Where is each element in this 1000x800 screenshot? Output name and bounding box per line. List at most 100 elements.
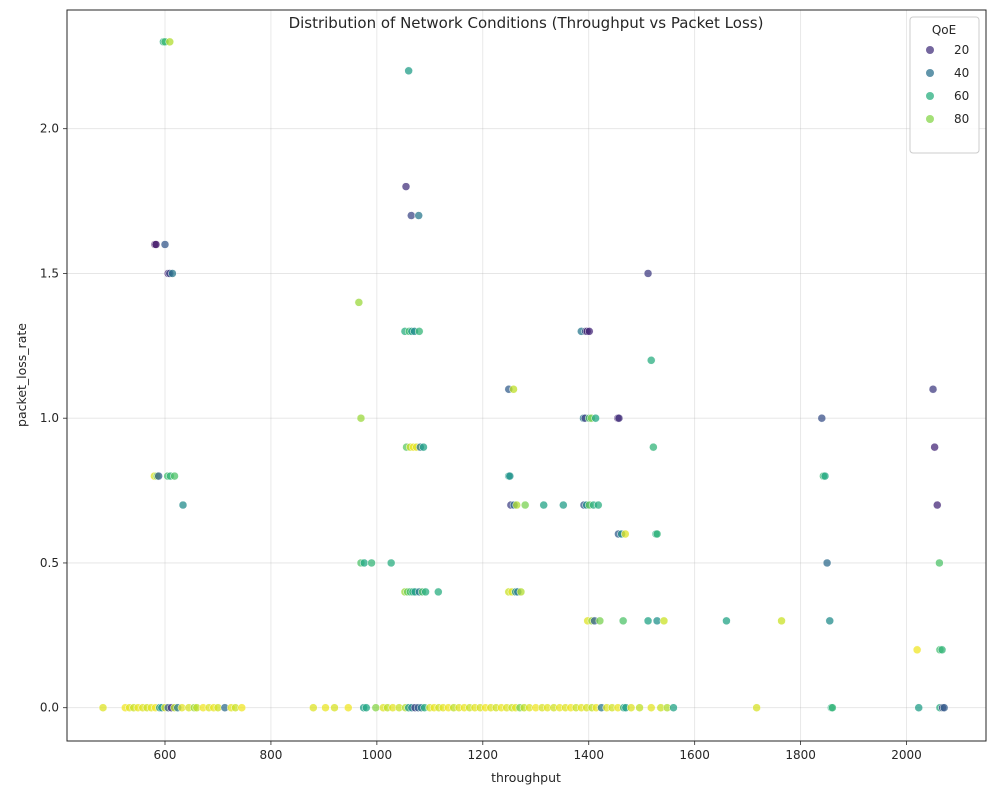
data-point: [512, 500, 521, 510]
data-point: [817, 413, 827, 423]
data-point: [646, 703, 656, 712]
data-point: [414, 211, 423, 220]
data-point: [151, 240, 161, 249]
y-axis-ticks: 0.0 0.5 1.0 1.5 2.0: [40, 122, 67, 715]
y-tick-label: 1.5: [40, 266, 59, 280]
y-tick-label: 0.0: [40, 701, 59, 715]
data-point: [912, 645, 922, 655]
data-point: [421, 587, 430, 597]
legend-marker: [926, 92, 934, 100]
x-tick-label: 800: [259, 748, 282, 762]
data-point: [154, 471, 163, 481]
x-axis-ticks: 600 800 1000 1200 1400 1600 1800 2000: [154, 741, 922, 762]
data-point: [367, 558, 376, 568]
data-point: [401, 182, 411, 191]
data-point: [591, 413, 600, 423]
data-point: [652, 529, 662, 539]
data-point: [516, 587, 526, 597]
data-point: [539, 500, 548, 510]
x-tick-label: 1000: [362, 748, 393, 762]
chart-title: Distribution of Network Conditions (Thro…: [289, 14, 764, 32]
data-point: [371, 703, 381, 712]
legend-label: 40: [954, 66, 969, 80]
legend-entries: 20 40 60 80: [926, 43, 969, 126]
data-point: [935, 558, 944, 568]
x-tick-label: 1400: [573, 748, 604, 762]
data-point: [777, 616, 786, 626]
data-point: [649, 442, 658, 452]
y-tick-label: 2.0: [40, 122, 59, 136]
x-tick-label: 1200: [468, 748, 499, 762]
data-point: [359, 558, 369, 568]
data-point: [828, 703, 837, 712]
data-point: [434, 587, 443, 597]
data-point: [98, 703, 108, 712]
grid: [67, 10, 986, 741]
data-point: [237, 703, 247, 712]
data-point: [362, 703, 371, 712]
y-axis-label: packet_loss_rate: [14, 323, 29, 427]
data-point: [404, 66, 413, 76]
data-point: [407, 211, 416, 220]
data-point: [669, 703, 678, 712]
legend-marker: [926, 69, 934, 77]
data-point: [626, 703, 636, 712]
data-point: [160, 240, 170, 249]
legend-marker: [926, 46, 934, 54]
data-point: [752, 703, 761, 712]
x-tick-label: 600: [154, 748, 177, 762]
data-point: [386, 558, 396, 568]
data-point: [344, 703, 353, 712]
data-point: [178, 500, 188, 510]
data-point: [165, 37, 175, 47]
data-point: [509, 385, 518, 394]
data-point: [595, 616, 605, 626]
data-point: [621, 529, 630, 539]
data-point: [822, 558, 832, 568]
y-tick-label: 1.0: [40, 411, 59, 425]
data-point: [635, 703, 644, 712]
data-point: [168, 269, 177, 278]
x-tick-label: 2000: [891, 748, 922, 762]
data-point: [414, 327, 424, 336]
legend-box: [909, 16, 980, 154]
data-point: [505, 471, 515, 481]
data-point: [321, 703, 330, 712]
x-tick-label: 1800: [785, 748, 816, 762]
data-point: [659, 616, 669, 626]
data-point: [825, 616, 834, 626]
data-point: [914, 703, 923, 712]
data-point: [614, 413, 624, 423]
x-axis-label: throughput: [491, 770, 561, 785]
x-tick-label: 1600: [679, 748, 710, 762]
data-point: [939, 703, 949, 712]
data-point: [643, 269, 653, 278]
legend-label: 20: [954, 43, 969, 57]
data-point: [930, 442, 939, 452]
data-point: [559, 500, 568, 510]
data-point: [643, 616, 653, 626]
legend-label: 60: [954, 89, 969, 103]
data-point: [618, 616, 628, 626]
data-point: [585, 327, 594, 336]
data-point: [933, 500, 942, 510]
data-point: [356, 413, 366, 423]
legend-marker: [926, 115, 934, 123]
data-point: [354, 298, 364, 307]
data-point: [820, 471, 830, 481]
data-point: [937, 645, 947, 655]
plot-frame: [66, 9, 987, 742]
data-point: [330, 703, 339, 712]
data-point: [309, 703, 318, 712]
y-tick-label: 0.5: [40, 556, 59, 570]
data-point: [646, 356, 656, 365]
legend: QoE 20 40 60 80: [909, 16, 980, 154]
data-point: [928, 385, 938, 394]
data-point: [520, 500, 530, 510]
data-point: [594, 500, 603, 510]
legend-label: 80: [954, 112, 969, 126]
legend-title: QoE: [932, 23, 956, 37]
data-point: [419, 442, 428, 452]
data-point: [170, 471, 179, 481]
